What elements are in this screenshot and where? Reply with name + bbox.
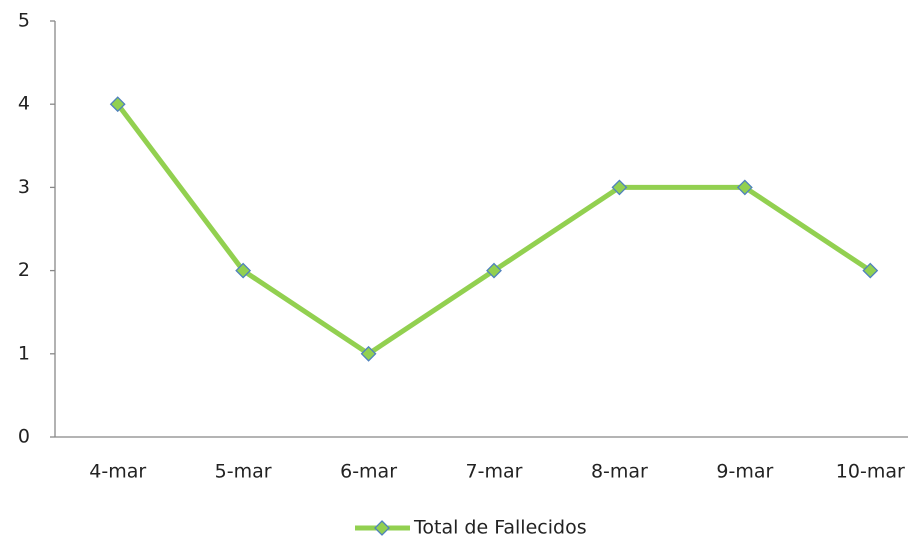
series-line — [115, 102, 872, 357]
x-tick-label: 5-mar — [215, 461, 272, 483]
y-tick-label: 5 — [18, 10, 30, 32]
point-marker — [235, 262, 252, 279]
point-marker — [736, 179, 753, 196]
legend-marker — [374, 520, 390, 536]
x-tick-label: 8-mar — [591, 461, 648, 483]
point-marker — [360, 345, 377, 362]
x-tick-label: 6-mar — [340, 461, 397, 483]
y-tick-label: 1 — [18, 342, 30, 364]
point-marker — [862, 262, 879, 279]
x-tick-label: 10-mar — [836, 461, 905, 483]
y-tick-label: 4 — [18, 93, 30, 115]
legend-label: Total de Fallecidos — [413, 517, 587, 538]
x-tick-label: 7-mar — [466, 461, 523, 483]
point-marker — [486, 262, 502, 279]
x-tick-label: 9-mar — [716, 461, 773, 483]
y-tick-label: 0 — [18, 426, 30, 448]
y-tick-label: 3 — [18, 176, 30, 198]
point-marker — [611, 179, 628, 196]
y-tick-label: 2 — [18, 259, 30, 281]
point-marker — [109, 96, 126, 113]
x-tick-label: 4-mar — [89, 461, 146, 483]
